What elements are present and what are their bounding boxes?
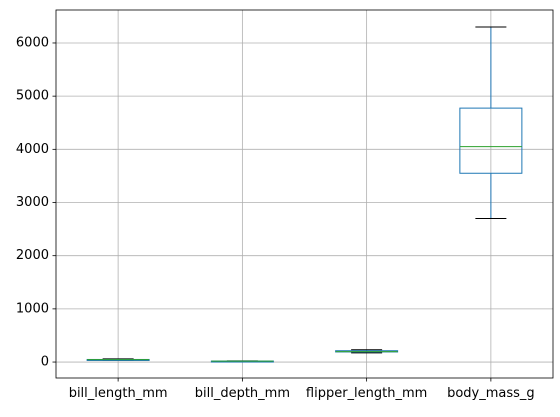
y-tick-label: 6000 xyxy=(16,35,49,50)
tick-layer: 0 1000 2000 3000 4000 5000 6000 bill_length_mm b… xyxy=(16,35,535,401)
grid-layer xyxy=(56,10,553,378)
x-tick-label: bill_depth_mm xyxy=(195,386,290,401)
box-bill_length_mm xyxy=(86,358,150,361)
x-tick-label: body_mass_g xyxy=(447,386,535,401)
x-tick-label: bill_length_mm xyxy=(69,386,168,401)
box-body xyxy=(459,107,523,174)
box-body_mass_g xyxy=(459,26,523,219)
y-tick-label: 2000 xyxy=(16,248,49,263)
y-tick-label: 4000 xyxy=(16,142,49,157)
plot-frame xyxy=(55,9,554,379)
y-tick-label: 3000 xyxy=(16,195,49,210)
y-tick-label: 0 xyxy=(41,355,49,370)
y-tick-label: 5000 xyxy=(16,89,49,104)
y-tick-label: 1000 xyxy=(16,301,49,316)
box-layer xyxy=(86,26,523,363)
box-flipper_length_mm xyxy=(335,349,399,354)
box-bill_depth_mm xyxy=(210,360,274,363)
x-tick-label: flipper_length_mm xyxy=(306,386,427,401)
